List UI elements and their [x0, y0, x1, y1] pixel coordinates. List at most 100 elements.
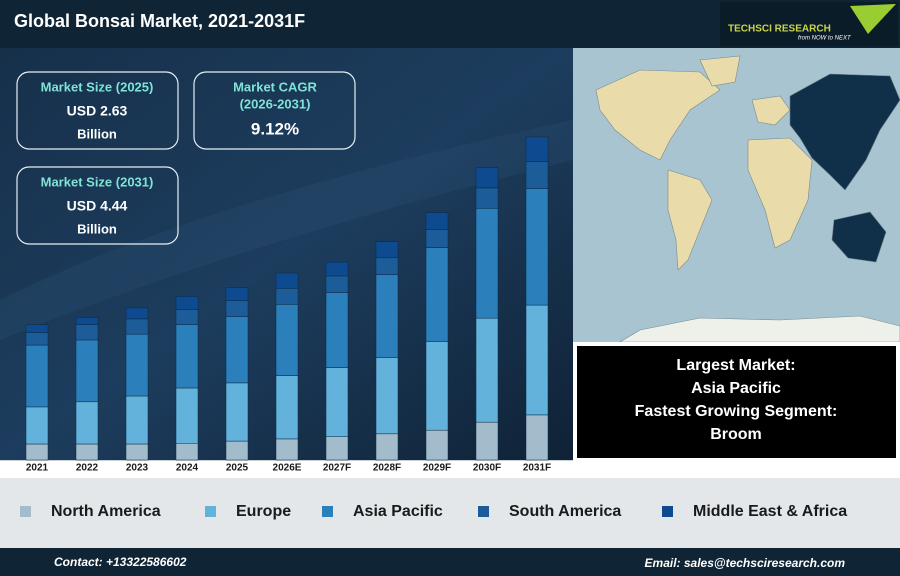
- bar-segment: [425, 247, 449, 342]
- bar-segment: [25, 332, 49, 346]
- bar-segment: [325, 275, 349, 293]
- bar-segment: [175, 324, 199, 389]
- footer-email: Email: sales@techsciresearch.com: [645, 556, 846, 570]
- bar-segment: [275, 272, 299, 289]
- x-tick-label: 2025: [226, 463, 249, 474]
- stat-box-frame: [16, 166, 179, 245]
- bar-segment: [125, 318, 149, 335]
- bar-segment: [425, 429, 449, 461]
- legend-label: Middle East & Africa: [693, 503, 847, 520]
- legend-swatch: [662, 506, 673, 517]
- bar-segment: [375, 241, 399, 259]
- bar-segment: [375, 257, 399, 275]
- baseline: [0, 460, 573, 461]
- x-tick-label: 2022: [76, 463, 99, 474]
- bar-segment: [425, 229, 449, 248]
- stat-title: Market Size (2025): [41, 79, 154, 94]
- stat-box: Market Size (2031) USD 4.44 Billion: [16, 166, 179, 245]
- x-tick-label: 2026E: [273, 463, 302, 474]
- bar-segment: [525, 188, 549, 306]
- footer-contact: Contact: +13322586602: [54, 555, 187, 569]
- title: Global Bonsai Market, 2021-2031F: [14, 11, 305, 31]
- bar-segment: [525, 414, 549, 461]
- bar-segment: [225, 300, 249, 317]
- bar-segment: [325, 367, 349, 437]
- legend-label: Europe: [236, 503, 291, 520]
- bar-segment: [75, 401, 99, 445]
- bar-segment: [75, 443, 99, 461]
- bar-segment: [275, 375, 299, 440]
- logo-tagline: from NOW to NEXT: [798, 36, 852, 42]
- map-asia-pacific: [789, 73, 900, 191]
- bar-segment: [425, 341, 449, 431]
- bar-segment: [325, 261, 349, 277]
- bar-segment: [325, 436, 349, 461]
- bar-segment: [225, 440, 249, 461]
- map-africa: [747, 137, 813, 249]
- stat-unit: Billion: [77, 126, 117, 141]
- stat-box: Market CAGR (2026-2031) 9.12%: [193, 71, 356, 150]
- logo-mark: [850, 4, 896, 34]
- x-tick-label: 2031F: [523, 463, 551, 474]
- bar-segment: [25, 406, 49, 445]
- map-south-america: [667, 169, 713, 271]
- map-europe: [751, 95, 791, 126]
- stat-subtitle: (2026-2031): [240, 96, 311, 111]
- bar-segment: [525, 304, 549, 416]
- stat-box-frame: [16, 71, 179, 150]
- bar-segment: [275, 288, 299, 305]
- logo-text: TECHSCI RESEARCH: [728, 24, 831, 35]
- bar-segment: [125, 333, 149, 397]
- bar-segment: [275, 438, 299, 461]
- bar-segment: [425, 212, 449, 230]
- legend-band: [0, 478, 900, 548]
- x-tick-label: 2029F: [423, 463, 451, 474]
- bar-segment: [125, 307, 149, 320]
- bar-segment: [375, 357, 399, 435]
- x-tick-label: 2030F: [473, 463, 501, 474]
- bar-segment: [475, 208, 499, 319]
- stat-title: Market CAGR: [233, 79, 317, 94]
- highlight-line: Largest Market:: [676, 357, 795, 374]
- bar-segment: [475, 167, 499, 189]
- bar-segment: [175, 309, 199, 325]
- axis-band: [0, 460, 573, 478]
- footer-bar: [0, 548, 900, 576]
- legend-swatch: [205, 506, 216, 517]
- map-greenland: [699, 55, 741, 87]
- bar-segment: [175, 296, 199, 310]
- x-tick-label: 2027F: [323, 463, 351, 474]
- bar-segment: [225, 382, 249, 442]
- stat-unit: Billion: [77, 221, 117, 236]
- bar-segment: [475, 421, 499, 461]
- bar-segment: [325, 292, 349, 368]
- legend-swatch: [322, 506, 333, 517]
- legend-label: Asia Pacific: [353, 503, 443, 520]
- bar-segment: [275, 304, 299, 376]
- highlight-line: Fastest Growing Segment:: [635, 403, 838, 420]
- bar-segment: [25, 443, 49, 461]
- x-tick-label: 2021: [26, 463, 49, 474]
- bar-segment: [125, 443, 149, 461]
- legend-swatch: [20, 506, 31, 517]
- x-tick-label: 2024: [176, 463, 199, 474]
- bar-segment: [25, 324, 49, 333]
- highlight-box: [577, 346, 896, 458]
- bar-segment: [475, 187, 499, 209]
- bar-segment: [475, 317, 499, 423]
- legend-swatch: [478, 506, 489, 517]
- bar-segment: [175, 443, 199, 461]
- legend-label: North America: [51, 503, 161, 520]
- bar-segment: [375, 274, 399, 358]
- bar-segment: [525, 136, 549, 162]
- bar-segment: [525, 161, 549, 189]
- x-tick-label: 2028F: [373, 463, 401, 474]
- bar-segment: [75, 317, 99, 325]
- stat-box: Market Size (2025) USD 2.63 Billion: [16, 71, 179, 150]
- legend-label: South America: [509, 503, 621, 520]
- bar-segment: [225, 287, 249, 301]
- bar-segment: [25, 344, 49, 408]
- bar-segment: [75, 324, 99, 341]
